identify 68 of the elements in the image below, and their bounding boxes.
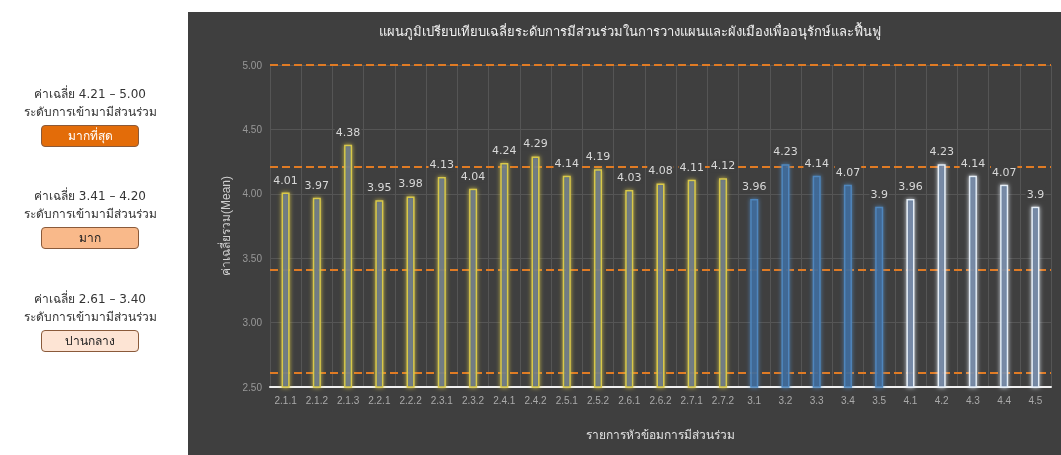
x-tick-label: 4.3 [965, 394, 981, 406]
y-tick-label: 3.00 [242, 317, 263, 329]
x-tick-label: 2.3.1 [430, 394, 454, 406]
x-tick-label: 2.6.2 [649, 394, 673, 406]
data-label: 4.08 [648, 164, 673, 178]
data-label: 3.9 [870, 187, 888, 201]
x-tick-label: 2.5.2 [586, 394, 610, 406]
data-label: 4.12 [710, 159, 736, 173]
text: ค่าเฉลี่ย 3.41 – 4.20 [33, 187, 147, 206]
data-label: 4.14 [554, 156, 580, 170]
text: ค่าเฉลี่ย 4.21 – 5.00 [33, 84, 147, 103]
data-label: 4.03 [617, 170, 642, 184]
x-tick-label: 3.4 [840, 394, 856, 406]
text: ปานกลาง [41, 330, 139, 353]
y-tick-label: 3.50 [242, 252, 263, 264]
data-label: 4.38 [335, 125, 361, 139]
text: มากที่สุด [41, 124, 139, 147]
x-tick-label: 4.4 [997, 394, 1012, 406]
x-axis-title: รายการหัวข้อมการมีส่วนร่วม [586, 428, 735, 442]
x-tick-label: 2.1.1 [274, 394, 298, 406]
data-label: 4.19 [585, 150, 611, 164]
data-label: 4.23 [773, 145, 798, 159]
data-label: 4.01 [273, 173, 298, 187]
text: ค่าเฉลี่ย 2.61 – 3.40 [33, 290, 147, 309]
x-tick-label: 4.2 [934, 394, 950, 406]
chart-title: แผนภูมิเปรียบเทียบเฉลี่ยระดับการมีส่วนร่วมในการวางแผนและผังเมืองเพื่ออนุรักษ์และฟื้นฟู [379, 22, 881, 40]
data-label: 3.97 [304, 178, 330, 192]
x-tick-label: 3.2 [778, 394, 793, 406]
y-tick-label: 4.00 [242, 188, 263, 200]
data-label: 4.07 [835, 165, 861, 179]
data-label: 4.13 [429, 158, 455, 172]
x-tick-label: 3.3 [809, 394, 825, 406]
data-label: 4.14 [804, 156, 829, 170]
data-label: 3.96 [741, 179, 767, 193]
x-tick-label: 2.2.2 [399, 394, 423, 406]
data-label: 4.07 [991, 165, 1017, 179]
x-tick-label: 4.5 [1028, 394, 1043, 406]
data-label: 3.96 [898, 179, 923, 193]
text: ระดับการเข้ามามีส่วนร่วม [22, 103, 158, 121]
x-tick-label: 2.5.1 [555, 394, 579, 406]
y-tick-label: 2.50 [242, 381, 263, 393]
x-tick-label: 3.5 [872, 394, 887, 406]
text: มาก [41, 227, 139, 250]
data-label: 4.23 [929, 145, 954, 159]
x-tick-label: 2.6.1 [618, 394, 641, 406]
data-label: 3.95 [367, 181, 392, 195]
data-label: 4.24 [492, 143, 517, 157]
data-label: 4.04 [460, 169, 486, 183]
x-tick-label: 2.1.2 [305, 394, 329, 406]
x-tick-label: 2.3.2 [461, 394, 485, 406]
y-tick-label: 4.50 [242, 123, 263, 135]
x-tick-label: 2.4.1 [493, 394, 516, 406]
data-label: 4.14 [960, 156, 986, 170]
x-tick-label: 4.1 [903, 394, 918, 406]
x-tick-label: 2.1.3 [336, 394, 360, 406]
data-label: 4.11 [679, 160, 704, 174]
data-label: 4.29 [523, 137, 548, 151]
text: ระดับการเข้ามามีส่วนร่วม [22, 206, 158, 224]
y-axis-title: ค่าเฉลี่ยรวม(Mean) [216, 175, 233, 277]
data-label: 3.98 [398, 177, 423, 191]
y-tick-label: 5.00 [242, 59, 263, 71]
text: ระดับการเข้ามามีส่วนร่วม [22, 309, 158, 327]
x-tick-label: 2.7.1 [680, 394, 704, 406]
x-tick-label: 2.4.2 [524, 394, 548, 406]
x-tick-label: 2.2.1 [368, 394, 391, 406]
x-tick-label: 3.1 [747, 394, 762, 406]
data-label: 3.9 [1026, 187, 1045, 201]
x-tick-label: 2.7.2 [711, 394, 735, 406]
